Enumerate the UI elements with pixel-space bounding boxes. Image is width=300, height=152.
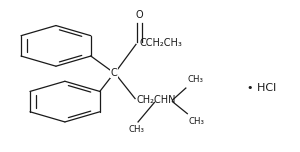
Text: C: C: [111, 68, 118, 78]
Text: CH₃: CH₃: [129, 125, 145, 134]
Text: CH₃: CH₃: [189, 117, 205, 126]
Text: CH₂CHN: CH₂CHN: [136, 95, 176, 105]
Text: CH₃: CH₃: [187, 75, 203, 84]
Text: O: O: [135, 10, 143, 19]
Text: CCH₂CH₃: CCH₂CH₃: [140, 38, 182, 48]
Text: • HCl: • HCl: [248, 83, 277, 93]
